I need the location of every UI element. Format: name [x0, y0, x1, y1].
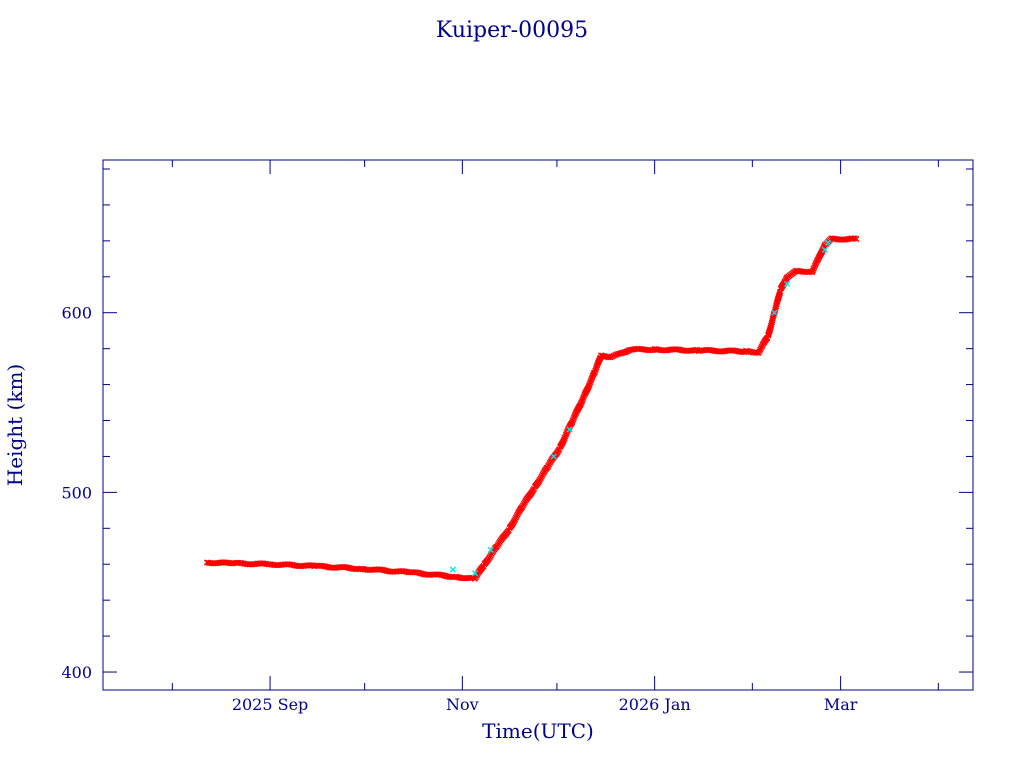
y-tick-labels: 400 500 600: [61, 304, 92, 682]
data-point: [566, 426, 573, 433]
data-point: [592, 365, 599, 373]
data-point: [586, 380, 593, 388]
data-point: [561, 434, 568, 442]
y-axis-label: Height (km): [3, 364, 27, 486]
data-points: [203, 235, 860, 582]
data-point: [824, 239, 832, 246]
chart-title: Kuiper-00095: [436, 18, 588, 43]
data-point: [580, 394, 587, 401]
x-tick-label: 2026 Jan: [619, 695, 691, 714]
data-point: [579, 396, 586, 403]
data-point: [449, 566, 456, 573]
data-point: [569, 417, 576, 425]
data-point: [776, 290, 783, 297]
x-axis-label: Time(UTC): [482, 719, 594, 743]
data-point: [783, 280, 791, 288]
x-tick-label: Mar: [824, 695, 858, 714]
axis-ticks: [103, 160, 973, 690]
data-point: [588, 375, 595, 382]
data-point: [471, 570, 479, 577]
data-point: [587, 379, 594, 386]
x-tick-label: 2025 Sep: [232, 695, 308, 714]
data-point: [570, 414, 578, 421]
data-point: [562, 431, 570, 438]
data-point: [570, 416, 577, 423]
data-point: [487, 546, 494, 553]
data-point: [771, 309, 778, 316]
y-tick-label: 500: [61, 483, 92, 502]
data-point: [550, 453, 557, 460]
plot-frame: [102, 159, 974, 691]
data-point: [587, 377, 595, 384]
data-point: [853, 235, 860, 243]
data-point: [821, 246, 828, 253]
x-tick-label: Nov: [446, 695, 479, 714]
y-tick-label: 600: [61, 304, 92, 323]
data-point: [562, 433, 569, 440]
data-point: [592, 367, 599, 374]
data-point: [591, 369, 598, 376]
y-tick-label: 400: [61, 663, 92, 682]
x-tick-labels: 2025 Sep Nov 2026 Jan Mar: [232, 695, 858, 714]
